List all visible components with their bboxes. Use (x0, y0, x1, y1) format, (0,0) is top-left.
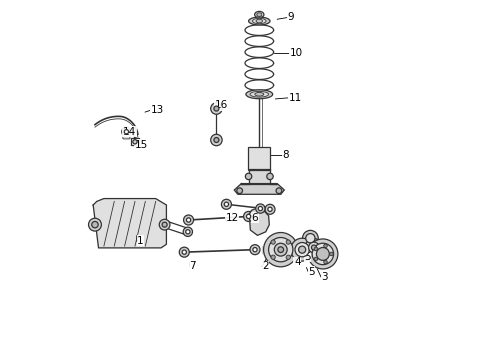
Circle shape (221, 199, 231, 209)
Circle shape (317, 248, 329, 260)
Text: 5: 5 (304, 252, 311, 262)
Circle shape (286, 240, 291, 244)
Circle shape (267, 173, 273, 180)
Text: 1: 1 (137, 236, 144, 246)
Circle shape (92, 221, 98, 228)
Circle shape (183, 227, 193, 237)
Circle shape (276, 188, 282, 194)
Text: 16: 16 (215, 100, 228, 110)
Circle shape (237, 188, 243, 194)
Ellipse shape (250, 91, 269, 97)
Text: 8: 8 (283, 150, 289, 160)
Circle shape (159, 219, 170, 230)
Circle shape (312, 243, 334, 265)
Text: 14: 14 (123, 127, 136, 137)
Circle shape (305, 239, 323, 256)
Circle shape (258, 206, 263, 211)
Circle shape (269, 238, 293, 262)
Text: 3: 3 (321, 272, 328, 282)
Circle shape (184, 215, 194, 225)
Circle shape (309, 242, 319, 253)
Circle shape (302, 230, 318, 246)
Circle shape (162, 222, 167, 227)
Ellipse shape (255, 12, 264, 18)
Text: 13: 13 (150, 105, 164, 115)
Circle shape (186, 230, 190, 234)
Text: 7: 7 (189, 261, 196, 271)
Circle shape (182, 250, 186, 254)
Circle shape (246, 214, 251, 219)
Circle shape (244, 211, 253, 221)
FancyBboxPatch shape (248, 148, 270, 170)
Circle shape (214, 106, 219, 111)
Circle shape (274, 243, 287, 256)
Circle shape (271, 255, 275, 259)
Circle shape (124, 130, 128, 134)
Circle shape (306, 234, 315, 243)
Circle shape (245, 173, 252, 180)
Polygon shape (249, 208, 270, 235)
Circle shape (186, 218, 191, 222)
Circle shape (271, 240, 275, 244)
Text: 15: 15 (135, 140, 148, 150)
Circle shape (324, 260, 327, 264)
Circle shape (308, 239, 338, 269)
Circle shape (314, 247, 318, 251)
Circle shape (312, 245, 317, 250)
Circle shape (133, 140, 137, 144)
Circle shape (214, 138, 219, 143)
Ellipse shape (257, 13, 262, 17)
Circle shape (330, 252, 333, 256)
Text: 11: 11 (289, 93, 302, 103)
Circle shape (250, 245, 260, 255)
Ellipse shape (255, 93, 264, 96)
Text: 9: 9 (288, 13, 294, 22)
Circle shape (211, 134, 222, 146)
Text: 12: 12 (225, 212, 239, 222)
Polygon shape (262, 246, 265, 253)
Circle shape (324, 244, 327, 248)
Circle shape (278, 247, 284, 252)
Ellipse shape (248, 17, 270, 25)
Circle shape (256, 204, 265, 213)
Circle shape (291, 238, 314, 261)
Circle shape (179, 247, 189, 257)
Circle shape (268, 207, 272, 211)
Text: 4: 4 (294, 257, 300, 267)
Ellipse shape (252, 18, 266, 24)
Circle shape (265, 204, 275, 214)
Circle shape (264, 233, 298, 267)
Ellipse shape (246, 90, 272, 99)
Circle shape (253, 248, 257, 252)
Polygon shape (234, 184, 284, 194)
Ellipse shape (256, 19, 263, 23)
Polygon shape (242, 169, 277, 184)
Circle shape (314, 257, 318, 261)
Circle shape (298, 246, 306, 253)
Circle shape (286, 255, 291, 259)
Circle shape (122, 127, 131, 136)
Circle shape (89, 218, 101, 231)
Circle shape (295, 243, 309, 257)
Text: 10: 10 (290, 48, 303, 58)
Text: 2: 2 (262, 261, 269, 271)
FancyBboxPatch shape (123, 133, 130, 139)
Circle shape (224, 202, 228, 206)
Text: 6: 6 (251, 212, 258, 222)
Text: 5: 5 (308, 267, 315, 277)
Polygon shape (93, 199, 167, 248)
Circle shape (211, 103, 222, 114)
